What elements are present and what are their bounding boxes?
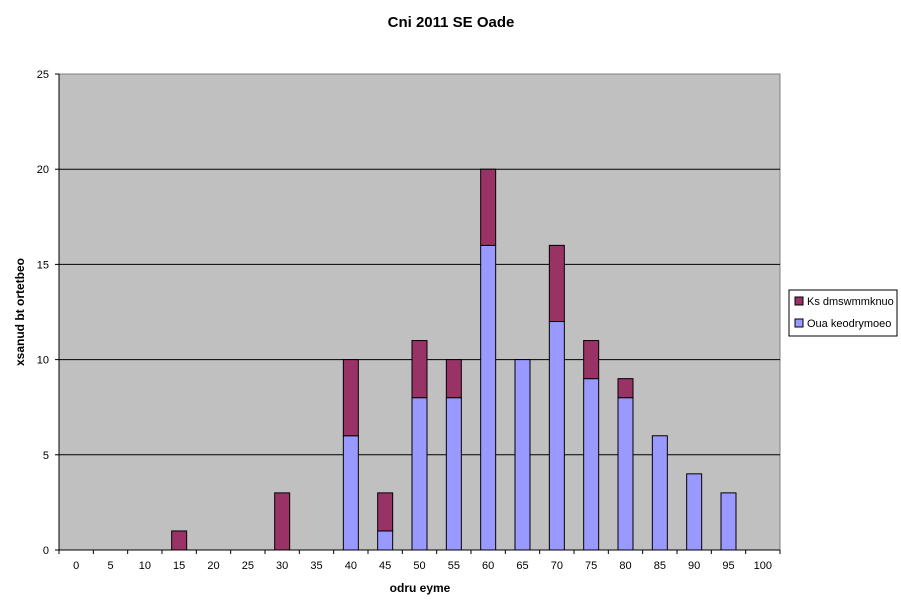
bar-segment-series-1 <box>583 340 600 380</box>
legend-box <box>788 289 898 337</box>
bar-segment-series-0 <box>617 397 634 551</box>
y-tick-label: 15 <box>37 259 49 271</box>
x-tick-label: 80 <box>619 560 631 572</box>
x-tick-label: 30 <box>276 560 288 572</box>
y-tick-label: 5 <box>43 450 49 462</box>
bar-segment-series-1 <box>480 168 497 246</box>
y-tick-label: 10 <box>37 355 49 367</box>
y-tick-label: 0 <box>43 545 49 557</box>
bar-segment-series-0 <box>445 397 462 551</box>
legend: Ks dmswmmknuo Oua keodrymoeo <box>788 289 898 337</box>
x-tick-label: 15 <box>173 560 185 572</box>
bar-segment-series-0 <box>583 378 600 551</box>
bar-segment-series-0 <box>651 435 668 551</box>
x-tick-label: 75 <box>585 560 597 572</box>
bar-segment-series-1 <box>274 492 291 551</box>
x-tick-label: 55 <box>448 560 460 572</box>
x-tick-label: 0 <box>73 560 79 572</box>
bar-segment-series-0 <box>342 435 359 551</box>
bar-segment-series-1 <box>171 530 188 551</box>
x-tick-label: 25 <box>242 560 254 572</box>
y-axis: 0 5 10 15 20 25 <box>37 69 60 557</box>
x-tick-label: 10 <box>139 560 151 572</box>
bar-segment-series-0 <box>480 244 497 551</box>
bar-segment-series-1 <box>342 359 359 437</box>
x-tick-label: 65 <box>516 560 528 572</box>
x-axis: 0 5 10 15 20 25 30 35 40 45 50 55 60 65 70 75 80 85 90 95 10… <box>58 549 781 572</box>
legend-swatch <box>794 296 804 306</box>
x-tick-label: 60 <box>482 560 494 572</box>
x-tick-label: 5 <box>107 560 113 572</box>
y-tick-label: 25 <box>37 69 49 81</box>
legend-swatch <box>794 318 804 328</box>
legend-label: Ks dmswmmknuo <box>807 296 894 308</box>
x-tick-label: 90 <box>688 560 700 572</box>
x-tick-label: 20 <box>207 560 219 572</box>
bar-segment-series-0 <box>411 397 428 551</box>
bars <box>171 168 737 551</box>
bar-segment-series-1 <box>411 340 428 399</box>
bar-segment-series-0 <box>720 492 737 551</box>
bar-segment-series-1 <box>377 492 394 532</box>
bar-segment-series-0 <box>548 321 565 551</box>
x-axis-label: odru eyme <box>390 581 451 595</box>
x-tick-label: 35 <box>310 560 322 572</box>
bar-segment-series-0 <box>514 359 531 551</box>
legend-label: Oua keodrymoeo <box>807 318 891 330</box>
x-tick-label: 95 <box>722 560 734 572</box>
bar-segment-series-0 <box>686 473 703 551</box>
chart-title: Cni 2011 SE Oade <box>388 14 515 31</box>
y-tick-label: 20 <box>37 164 49 176</box>
x-tick-label: 45 <box>379 560 391 572</box>
bar-segment-series-1 <box>445 359 462 399</box>
x-tick-label: 70 <box>551 560 563 572</box>
x-tick-label: 50 <box>413 560 425 572</box>
bar-segment-series-0 <box>377 530 394 551</box>
bar-segment-series-1 <box>617 378 634 399</box>
x-tick-label: 40 <box>345 560 357 572</box>
bar-segment-series-1 <box>548 244 565 323</box>
x-tick-label: 100 <box>754 560 772 572</box>
y-axis-label: xsanud bt ortetbeo <box>13 258 27 366</box>
x-tick-label: 85 <box>654 560 666 572</box>
